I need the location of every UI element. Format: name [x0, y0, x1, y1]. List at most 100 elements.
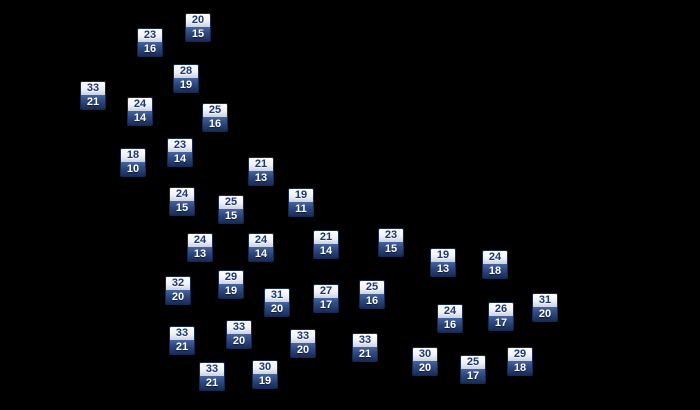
high-temp-value: 30: [413, 348, 437, 361]
high-temp-value: 31: [265, 289, 289, 302]
high-temp-value: 24: [170, 188, 194, 201]
low-temp-value: 21: [81, 95, 105, 109]
high-temp-value: 24: [249, 234, 273, 247]
temperature-marker[interactable]: 33 21: [80, 81, 106, 110]
low-temp-value: 18: [508, 361, 532, 375]
temperature-marker[interactable]: 19 13: [430, 248, 456, 277]
low-temp-value: 20: [291, 343, 315, 357]
high-temp-value: 25: [203, 104, 227, 117]
high-temp-value: 19: [289, 189, 313, 202]
low-temp-value: 20: [166, 290, 190, 304]
temperature-marker[interactable]: 25 15: [218, 195, 244, 224]
temperature-marker[interactable]: 30 19: [252, 360, 278, 389]
high-temp-value: 20: [186, 14, 210, 27]
temperature-marker[interactable]: 29 18: [507, 347, 533, 376]
high-temp-value: 25: [360, 281, 384, 294]
high-temp-value: 23: [138, 29, 162, 42]
temperature-marker[interactable]: 24 15: [169, 187, 195, 216]
temperature-marker[interactable]: 23 14: [167, 138, 193, 167]
temperature-marker[interactable]: 33 21: [169, 326, 195, 355]
low-temp-value: 16: [138, 42, 162, 56]
temperature-marker[interactable]: 23 15: [378, 228, 404, 257]
high-temp-value: 25: [461, 356, 485, 369]
low-temp-value: 18: [483, 264, 507, 278]
low-temp-value: 15: [170, 201, 194, 215]
high-temp-value: 21: [249, 158, 273, 171]
temperature-marker[interactable]: 31 20: [532, 293, 558, 322]
temperature-marker[interactable]: 28 19: [173, 64, 199, 93]
low-temp-value: 17: [489, 316, 513, 330]
low-temp-value: 17: [461, 369, 485, 383]
temperature-marker[interactable]: 32 20: [165, 276, 191, 305]
temperature-marker[interactable]: 33 21: [199, 362, 225, 391]
high-temp-value: 29: [219, 271, 243, 284]
low-temp-value: 15: [186, 27, 210, 41]
high-temp-value: 26: [489, 303, 513, 316]
low-temp-value: 20: [533, 307, 557, 321]
low-temp-value: 16: [203, 117, 227, 131]
high-temp-value: 19: [431, 249, 455, 262]
high-temp-value: 29: [508, 348, 532, 361]
low-temp-value: 19: [174, 78, 198, 92]
temperature-marker[interactable]: 27 17: [313, 284, 339, 313]
high-temp-value: 18: [121, 149, 145, 162]
temperature-marker[interactable]: 24 18: [482, 250, 508, 279]
high-temp-value: 33: [170, 327, 194, 340]
low-temp-value: 16: [360, 294, 384, 308]
high-temp-value: 25: [219, 196, 243, 209]
low-temp-value: 13: [249, 171, 273, 185]
temperature-marker[interactable]: 21 14: [313, 230, 339, 259]
low-temp-value: 14: [128, 111, 152, 125]
high-temp-value: 33: [200, 363, 224, 376]
low-temp-value: 15: [379, 242, 403, 256]
temperature-marker[interactable]: 25 16: [202, 103, 228, 132]
temperature-marker[interactable]: 20 15: [185, 13, 211, 42]
high-temp-value: 31: [533, 294, 557, 307]
low-temp-value: 21: [170, 340, 194, 354]
high-temp-value: 24: [128, 98, 152, 111]
temperature-marker[interactable]: 23 16: [137, 28, 163, 57]
high-temp-value: 23: [379, 229, 403, 242]
high-temp-value: 32: [166, 277, 190, 290]
high-temp-value: 24: [188, 234, 212, 247]
low-temp-value: 14: [249, 247, 273, 261]
low-temp-value: 11: [289, 202, 313, 216]
temperature-marker[interactable]: 25 16: [359, 280, 385, 309]
high-temp-value: 24: [438, 305, 462, 318]
low-temp-value: 19: [219, 284, 243, 298]
low-temp-value: 20: [265, 302, 289, 316]
temperature-marker[interactable]: 30 20: [412, 347, 438, 376]
temperature-marker[interactable]: 18 10: [120, 148, 146, 177]
low-temp-value: 13: [188, 247, 212, 261]
low-temp-value: 20: [413, 361, 437, 375]
high-temp-value: 21: [314, 231, 338, 244]
low-temp-value: 20: [227, 334, 251, 348]
temperature-marker[interactable]: 29 19: [218, 270, 244, 299]
high-temp-value: 23: [168, 139, 192, 152]
temperature-marker[interactable]: 24 13: [187, 233, 213, 262]
low-temp-value: 14: [168, 152, 192, 166]
low-temp-value: 10: [121, 162, 145, 176]
temperature-marker[interactable]: 24 14: [248, 233, 274, 262]
high-temp-value: 27: [314, 285, 338, 298]
temperature-marker[interactable]: 24 14: [127, 97, 153, 126]
temperature-marker[interactable]: 33 20: [290, 329, 316, 358]
temperature-marker[interactable]: 31 20: [264, 288, 290, 317]
temperature-marker[interactable]: 33 21: [352, 333, 378, 362]
temperature-marker[interactable]: 26 17: [488, 302, 514, 331]
low-temp-value: 16: [438, 318, 462, 332]
temperature-marker[interactable]: 25 17: [460, 355, 486, 384]
temperature-marker[interactable]: 33 20: [226, 320, 252, 349]
low-temp-value: 21: [353, 347, 377, 361]
temperature-marker[interactable]: 21 13: [248, 157, 274, 186]
low-temp-value: 21: [200, 376, 224, 390]
high-temp-value: 24: [483, 251, 507, 264]
high-temp-value: 30: [253, 361, 277, 374]
high-temp-value: 33: [227, 321, 251, 334]
low-temp-value: 17: [314, 298, 338, 312]
temperature-marker[interactable]: 24 16: [437, 304, 463, 333]
high-temp-value: 33: [291, 330, 315, 343]
temperature-marker[interactable]: 19 11: [288, 188, 314, 217]
low-temp-value: 15: [219, 209, 243, 223]
